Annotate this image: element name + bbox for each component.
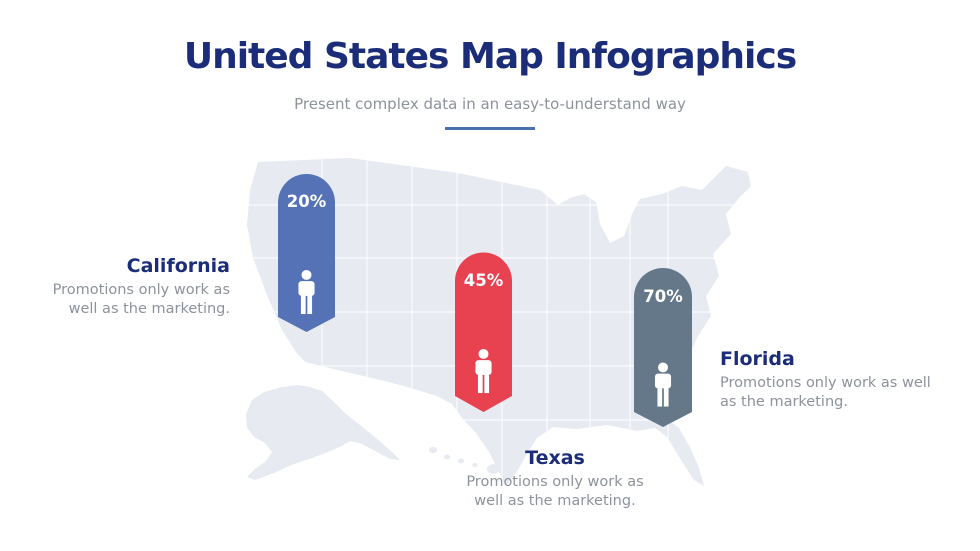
state-description-texas: Promotions only work as well as the mark… bbox=[466, 473, 644, 510]
page-subtitle: Present complex data in an easy-to-under… bbox=[294, 95, 686, 113]
alaska-shape bbox=[246, 385, 400, 480]
label-california: California Promotions only work as well … bbox=[28, 256, 230, 319]
pin-shape-florida bbox=[634, 268, 692, 427]
label-texas: Texas Promotions only work as well as th… bbox=[455, 448, 655, 511]
marker-pin-texas: 45% bbox=[455, 252, 512, 412]
page-title: United States Map Infographics bbox=[183, 36, 797, 77]
pin-percent-florida: 70% bbox=[643, 287, 683, 306]
pin-percent-california: 20% bbox=[287, 192, 327, 211]
state-name-california: California bbox=[126, 255, 230, 277]
state-name-texas: Texas bbox=[525, 447, 585, 469]
pin-shape-california bbox=[278, 174, 335, 332]
marker-pin-california: 20% bbox=[278, 174, 335, 332]
state-description-california: Promotions only work as well as the mark… bbox=[52, 281, 230, 318]
state-description-florida: Promotions only work as well as the mark… bbox=[720, 374, 931, 411]
pin-percent-texas: 45% bbox=[464, 271, 504, 290]
label-florida: Florida Promotions only work as well as … bbox=[720, 349, 935, 412]
pin-shape-texas bbox=[455, 252, 512, 412]
hawaii-islands bbox=[429, 447, 499, 474]
marker-pin-florida: 70% bbox=[634, 268, 692, 427]
state-name-florida: Florida bbox=[720, 348, 795, 370]
title-divider bbox=[445, 127, 535, 130]
